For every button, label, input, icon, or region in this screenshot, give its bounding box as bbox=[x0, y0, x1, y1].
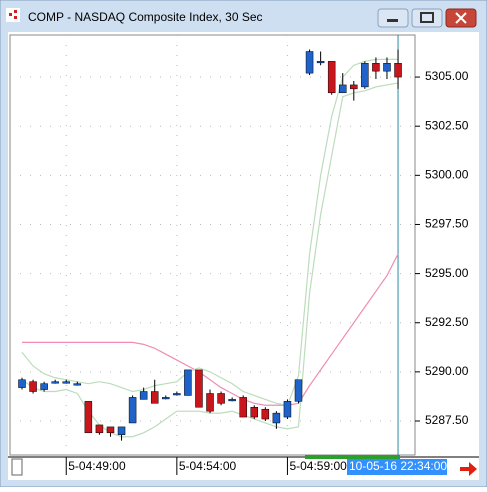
maximize-button[interactable] bbox=[411, 8, 443, 28]
candle-body bbox=[18, 379, 26, 388]
candle-body bbox=[195, 369, 203, 408]
candle-body bbox=[383, 63, 391, 72]
candle-body bbox=[106, 426, 115, 434]
minimize-button[interactable] bbox=[377, 8, 409, 28]
cursor-label: 10-05-16 22:34:00 bbox=[349, 459, 447, 473]
app-icon bbox=[6, 8, 20, 22]
candle-body bbox=[283, 401, 292, 418]
candle-body bbox=[338, 84, 347, 94]
candle-body bbox=[95, 424, 104, 434]
candle-body bbox=[29, 381, 37, 392]
candle-body bbox=[294, 379, 303, 402]
candle-body bbox=[261, 408, 270, 420]
x-tick-label: 5-04:59:00 bbox=[289, 459, 347, 473]
y-tick-label: 5302.50 bbox=[425, 118, 469, 132]
x-tick-label: 5-04:49:00 bbox=[68, 459, 126, 473]
candle-body bbox=[327, 61, 336, 94]
candle-body bbox=[361, 63, 369, 88]
maximize-icon bbox=[420, 12, 434, 23]
candle-body bbox=[40, 383, 48, 390]
candle-body bbox=[250, 406, 259, 418]
candle-body bbox=[128, 397, 137, 424]
candle-body bbox=[316, 61, 325, 64]
window-title: COMP - NASDAQ Composite Index, 30 Sec bbox=[28, 10, 263, 24]
app-icon-dot bbox=[9, 13, 12, 16]
close-icon bbox=[455, 12, 467, 24]
app-icon-dot bbox=[14, 10, 17, 13]
candle-body bbox=[173, 393, 181, 396]
y-tick-label: 5295.00 bbox=[425, 266, 469, 280]
candle-body bbox=[73, 383, 82, 386]
candle-body bbox=[184, 369, 192, 396]
candle-body bbox=[84, 401, 93, 434]
candle-body bbox=[62, 381, 70, 384]
candle-body bbox=[206, 393, 214, 412]
range-indicator bbox=[305, 455, 400, 459]
y-tick-label: 5305.00 bbox=[425, 69, 469, 83]
cursor-label-bg bbox=[347, 459, 447, 475]
overlay-line bbox=[21, 58, 399, 406]
candle-body bbox=[150, 391, 159, 404]
candle-body bbox=[305, 51, 314, 74]
candle-body bbox=[228, 399, 236, 402]
candle-body bbox=[239, 397, 247, 418]
y-tick-label: 5300.00 bbox=[425, 167, 469, 181]
x-tick-label: 5-04:54:00 bbox=[179, 459, 237, 473]
candle-body bbox=[139, 391, 148, 400]
candle-body bbox=[51, 381, 59, 384]
candle-body bbox=[272, 412, 281, 424]
overlay-line bbox=[22, 253, 399, 406]
y-tick-label: 5292.50 bbox=[425, 315, 469, 329]
scroll-box[interactable] bbox=[11, 458, 23, 476]
candle-body bbox=[217, 393, 225, 404]
candle-body bbox=[394, 63, 402, 78]
candle-body bbox=[162, 397, 170, 400]
candle-body bbox=[117, 426, 126, 436]
scroll-right-arrow[interactable] bbox=[460, 462, 477, 476]
y-tick-label: 5297.50 bbox=[425, 217, 469, 231]
y-tick-label: 5290.00 bbox=[425, 364, 469, 378]
y-tick-label: 5287.50 bbox=[425, 413, 469, 427]
app-icon-dot bbox=[14, 16, 17, 19]
minimize-icon bbox=[387, 19, 398, 22]
candle-body bbox=[372, 63, 380, 72]
candle-body bbox=[350, 84, 358, 90]
